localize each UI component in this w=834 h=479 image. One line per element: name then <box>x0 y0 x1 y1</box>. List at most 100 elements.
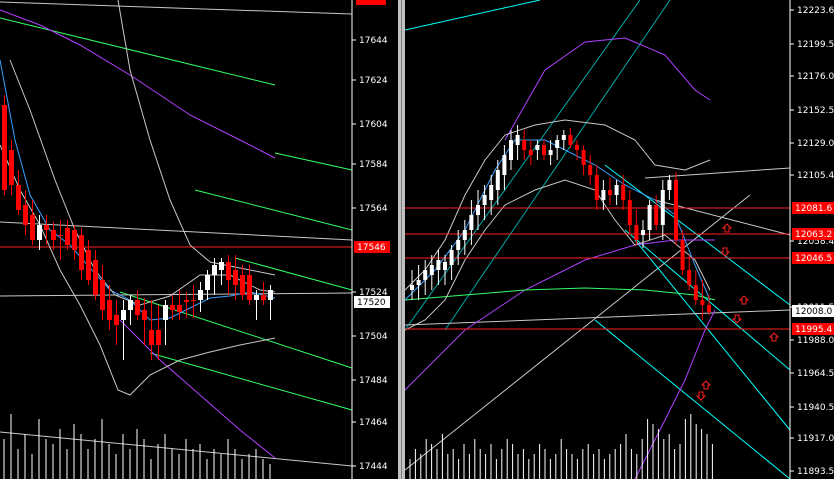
right-candle-body <box>621 185 626 200</box>
left-channel-line-1 <box>0 17 276 86</box>
arrow-down-icon <box>695 391 707 401</box>
right-candle-body <box>489 185 494 200</box>
right-candle-body <box>456 240 461 250</box>
right-price-tag-box <box>792 305 834 317</box>
left-candle-body <box>44 225 49 230</box>
right-candle-body <box>495 170 500 190</box>
right-price-tags: 12081.6 12063.2 12046.5 12008.0 11995.4 <box>792 202 834 335</box>
right-candle-body <box>482 195 487 205</box>
right-price-tag-box <box>792 228 834 240</box>
right-candle-body <box>654 205 659 225</box>
left-chart-canvas[interactable]: 17644 17624 17604 17584 17564 17524 17504 17484… <box>0 0 398 479</box>
left-candle-body <box>2 105 7 190</box>
left-candle-body <box>100 280 105 310</box>
right-grey-diag <box>405 194 751 471</box>
left-volume-bars <box>3 414 271 479</box>
right-candle-body <box>581 150 586 165</box>
right-candle-body <box>443 262 447 270</box>
left-price-tag: 17546 <box>357 243 386 253</box>
arrow-up-icon <box>721 223 733 233</box>
left-top-tag <box>356 0 386 5</box>
left-tick-label: 17464 <box>359 418 388 428</box>
left-candle-body <box>268 290 273 300</box>
left-ma-long <box>0 9 276 159</box>
left-candle-body <box>58 235 63 236</box>
panel-divider-line <box>401 0 402 479</box>
left-candle-body <box>261 295 266 300</box>
left-candle-body <box>79 235 84 270</box>
arrow-up-icon <box>700 380 712 390</box>
left-candle-body <box>114 315 119 325</box>
right-tick-label: 12129.0 <box>797 139 834 149</box>
right-candle-body <box>667 180 672 190</box>
left-candle-body <box>121 310 126 320</box>
left-candle-body <box>198 290 203 300</box>
left-candle-body <box>107 300 112 320</box>
right-ma-lower <box>634 309 716 479</box>
right-cyan-channel-3 <box>634 239 791 431</box>
right-price-tag: 12008.0 <box>795 307 832 317</box>
right-candle-body <box>462 230 467 240</box>
left-candle-body <box>86 250 91 280</box>
left-candle-body <box>23 205 28 225</box>
right-grey-line-3 <box>405 309 791 326</box>
right-grey-line-2 <box>644 167 791 179</box>
right-chart-panel[interactable]: 12223.6 12199.5 12176.0 12152.5 12129.0 12105… <box>405 0 834 479</box>
right-candle-body <box>674 180 678 240</box>
right-chart-canvas[interactable]: 12223.6 12199.5 12176.0 12152.5 12129.0 12105… <box>405 0 834 479</box>
left-candle-body <box>135 300 140 315</box>
right-candle-body <box>561 135 566 140</box>
left-candle-body <box>177 305 182 312</box>
left-price-tags: 17546 17520 <box>354 241 390 308</box>
left-tick-label: 17484 <box>359 376 388 386</box>
right-candle-body <box>515 135 520 145</box>
left-price-tag: 17520 <box>357 298 386 308</box>
right-candle-body <box>634 225 639 240</box>
right-tick-label: 12058.4 <box>797 237 834 247</box>
right-candle-body <box>693 285 698 300</box>
left-channel-line-2 <box>274 152 353 171</box>
left-tick-label: 17564 <box>359 204 388 214</box>
right-candle-body <box>429 265 434 275</box>
left-price-tag-box <box>354 241 390 253</box>
right-price-tag: 12081.6 <box>795 204 832 214</box>
left-band-upper <box>117 0 276 276</box>
right-price-tag: 12063.2 <box>795 230 832 240</box>
right-candle-body <box>575 145 579 150</box>
right-candle-body <box>614 185 619 195</box>
right-candle-body <box>588 165 593 175</box>
right-price-tag-box <box>792 252 834 264</box>
right-price-tag-box <box>792 323 834 335</box>
right-candle-body <box>608 190 612 195</box>
right-candle-body <box>548 150 553 155</box>
left-candle-body <box>205 275 210 290</box>
right-tick-label: 12152.5 <box>797 106 834 116</box>
left-candle-body <box>51 230 56 240</box>
right-cyan-diag-2 <box>444 0 671 331</box>
right-candle-body <box>594 175 599 200</box>
right-candle-body <box>509 140 513 160</box>
right-candle-body <box>476 205 480 215</box>
right-price-tag: 11995.4 <box>795 325 832 335</box>
left-candle-body <box>170 305 175 310</box>
right-candles <box>410 125 711 320</box>
right-candle-body <box>535 145 540 150</box>
left-candle-body <box>191 300 196 301</box>
left-grey-line-2 <box>0 292 353 297</box>
right-tick-label: 12199.5 <box>797 40 834 50</box>
left-candle-body <box>254 295 259 300</box>
right-tick-label: 11988.0 <box>797 336 834 346</box>
left-tick-label: 17644 <box>359 36 388 46</box>
arrow-up-icon <box>768 332 780 342</box>
left-candle-body <box>149 330 154 345</box>
left-grey-line-3 <box>0 431 353 467</box>
left-channel-line-3 <box>194 189 353 231</box>
left-candle-body <box>226 262 231 280</box>
left-candle-body <box>30 215 35 240</box>
left-chart-panel[interactable]: 17644 17624 17604 17584 17564 17524 17504 17484… <box>0 0 398 479</box>
right-candle-body <box>641 230 645 235</box>
left-candle-body <box>240 275 245 295</box>
right-candle-body <box>469 215 474 230</box>
right-candle-body <box>542 145 546 155</box>
right-volume-bars <box>409 414 713 479</box>
